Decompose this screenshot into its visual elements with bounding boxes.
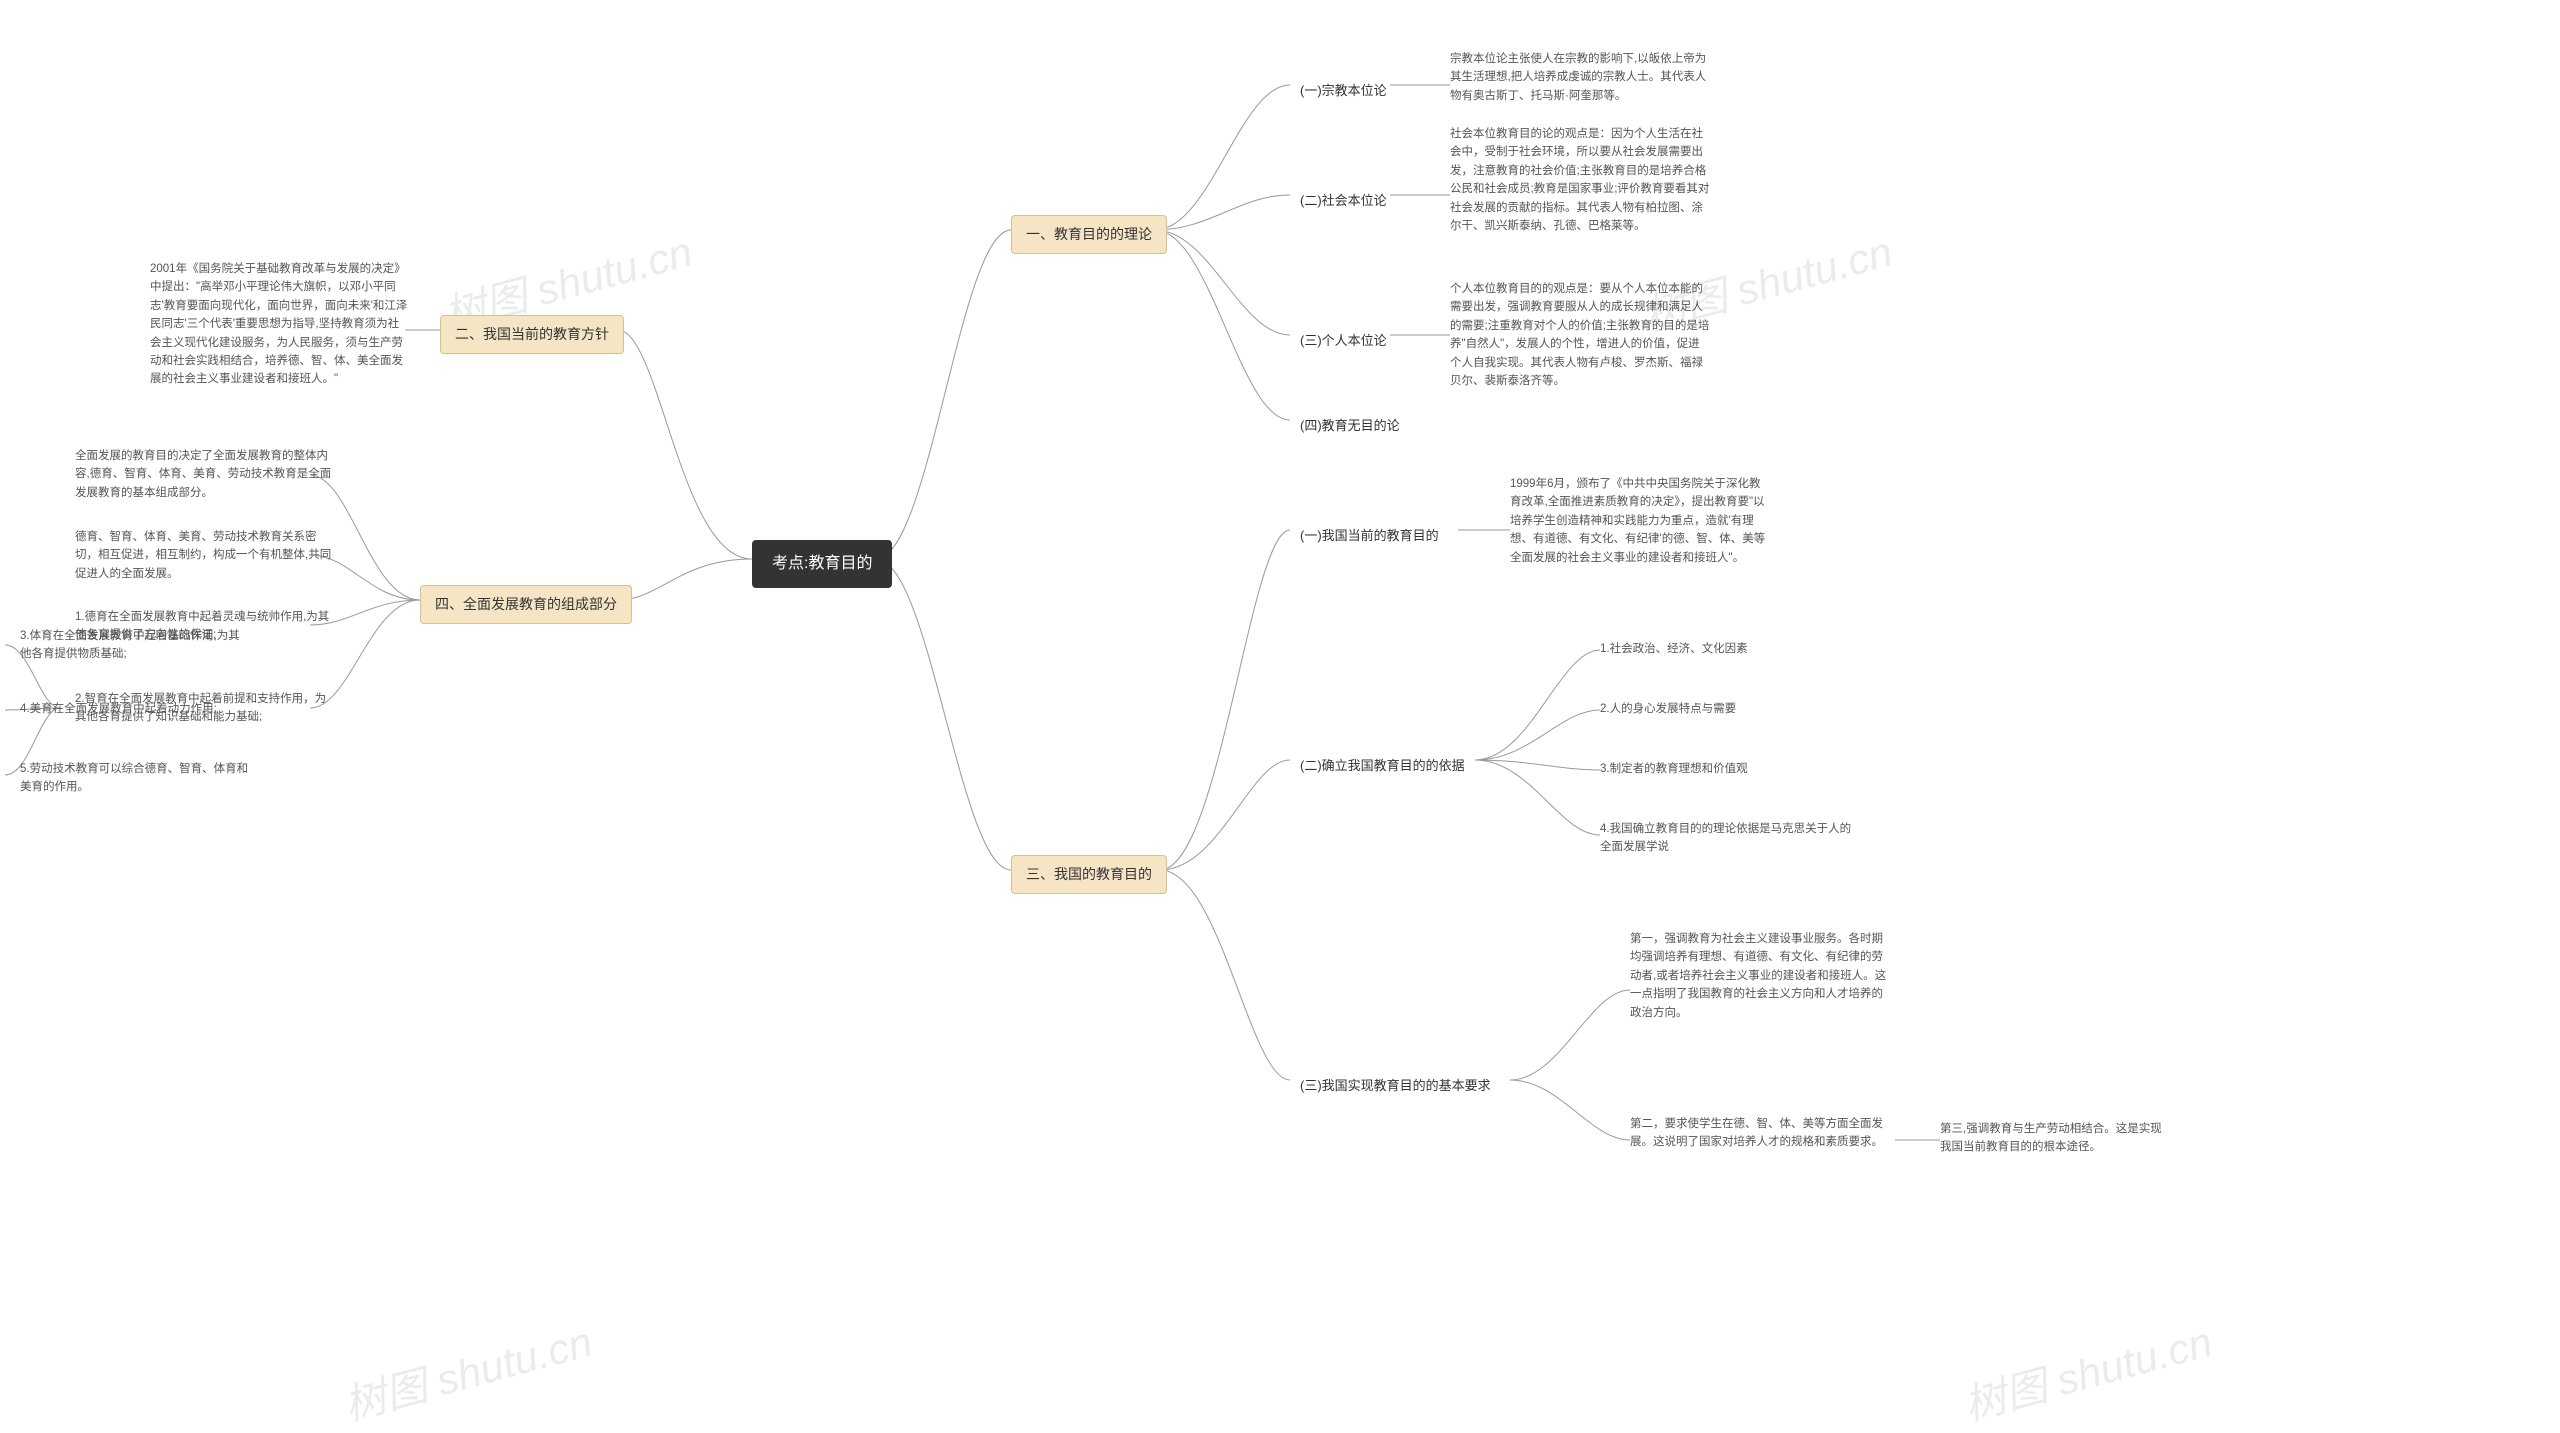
leaf-req-2: 第二，要求使学生在德、智、体、美等方面全面发展。这说明了国家对培养人才的规格和素… [1630,1115,1890,1152]
watermark: 树图 shutu.cn [336,1308,598,1433]
node-components: 四、全面发展教育的组成部分 [420,585,632,624]
watermark: 树图 shutu.cn [1956,1308,2218,1433]
node-religion: (一)宗教本位论 [1290,75,1397,107]
node-society: (二)社会本位论 [1290,185,1397,217]
leaf-basis-2: 2.人的身心发展特点与需要 [1600,700,1736,718]
leaf-basis-1: 1.社会政治、经济、文化因素 [1600,640,1748,658]
leaf-policy: 2001年《国务院关于基础教育改革与发展的决定》中提出："高举邓小平理论伟大旗帜… [150,260,410,389]
leaf-current: 1999年6月，颁布了《中共中央国务院关于深化教育改革,全面推进素质教育的决定》… [1510,475,1770,567]
leaf-comp-4-2: 4.美育在全面发展教育中起着动力作用; [20,700,217,718]
connectors [0,0,2560,1398]
leaf-basis-4: 4.我国确立教育目的的理论依据是马克思关于人的全面发展学说 [1600,820,1860,857]
node-req: (三)我国实现教育目的的基本要求 [1290,1070,1501,1102]
leaf-comp-2: 德育、智育、体育、美育、劳动技术教育关系密切，相互促进，相互制约，构成一个有机整… [75,528,335,583]
leaf-req-1: 第一，强调教育为社会主义建设事业服务。各时期均强调培养有理想、有道德、有文化、有… [1630,930,1890,1022]
leaf-person: 个人本位教育目的的观点是：要从个人本位本能的需要出发，强调教育要服从人的成长规律… [1450,280,1710,390]
node-china: 三、我国的教育目的 [1011,855,1167,894]
leaf-religion: 宗教本位论主张使人在宗教的影响下,以皈依上帝为其生活理想,把人培养成虔诚的宗教人… [1450,50,1710,105]
leaf-req-3: 第三,强调教育与生产劳动相结合。这是实现我国当前教育目的的根本途径。 [1940,1120,2170,1157]
leaf-comp-1: 全面发展的教育目的决定了全面发展教育的整体内容,德育、智育、体育、美育、劳动技术… [75,447,335,502]
node-nogoal: (四)教育无目的论 [1290,410,1410,442]
leaf-society: 社会本位教育目的论的观点是：因为个人生活在社会中，受制于社会环境，所以要从社会发… [1450,125,1710,235]
node-theory: 一、教育目的的理论 [1011,215,1167,254]
center-node: 考点:教育目的 [752,540,892,588]
node-person: (三)个人本位论 [1290,325,1397,357]
leaf-comp-4-3: 5.劳动技术教育可以综合德育、智育、体育和美育的作用。 [20,760,250,797]
leaf-comp-4-1: 3.体育在全面发展教育中起着基础作用,为其他各育提供物质基础; [20,627,250,664]
node-current: (一)我国当前的教育目的 [1290,520,1449,552]
node-basis: (二)确立我国教育目的的依据 [1290,750,1475,782]
leaf-basis-3: 3.制定者的教育理想和价值观 [1600,760,1748,778]
node-policy: 二、我国当前的教育方针 [440,315,624,354]
